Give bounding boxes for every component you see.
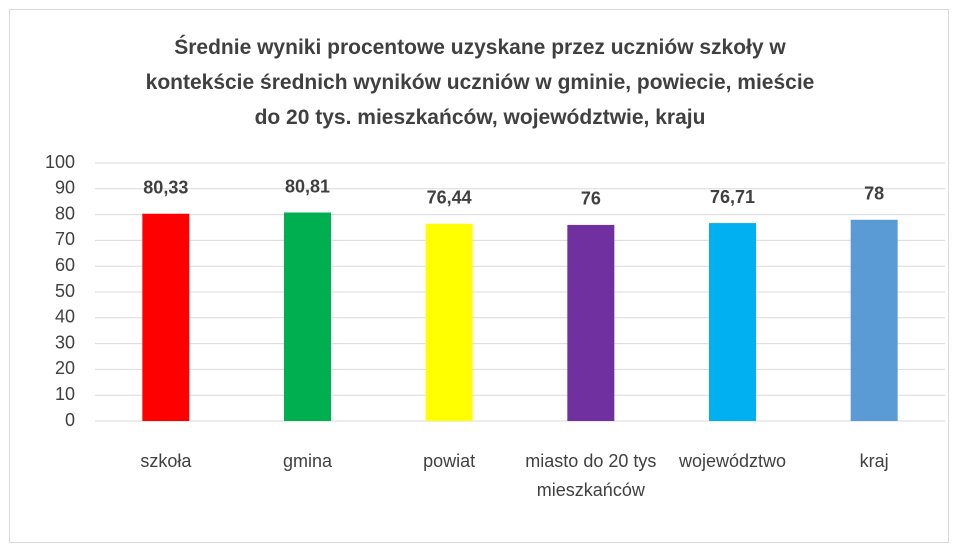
bar: [850, 219, 898, 421]
y-tick-label: 40: [55, 307, 75, 327]
bar: [709, 223, 756, 421]
x-tick-label: powiat: [423, 451, 476, 471]
data-label: 78: [864, 184, 884, 204]
bar: [142, 213, 190, 421]
y-tick-label: 70: [55, 229, 75, 249]
y-tick-label: 100: [45, 152, 75, 172]
x-tick-label: szkoła: [140, 451, 192, 471]
x-tick-label: miasto do 20 tys mieszkańców: [525, 451, 657, 500]
y-tick-label: 20: [55, 358, 75, 378]
chart-title: Średnie wyniki procentowe uzyskane przez…: [145, 36, 815, 129]
y-tick-label: 30: [55, 332, 75, 352]
y-tick-label: 80: [55, 203, 75, 223]
y-tick-label: 90: [55, 178, 75, 198]
data-label: 80,81: [285, 176, 330, 196]
x-tick-label: województwo: [678, 451, 787, 471]
y-tick-label: 60: [55, 255, 75, 275]
data-label: 76,44: [427, 188, 472, 208]
data-label: 76: [581, 189, 601, 209]
y-tick-label: 0: [65, 410, 75, 430]
chart-frame: [9, 9, 949, 543]
y-tick-label: 10: [55, 384, 75, 404]
bar: [567, 224, 615, 421]
bar: [425, 223, 473, 421]
data-label: 76,71: [710, 187, 755, 207]
x-tick-label: gmina: [282, 451, 333, 471]
bar: [284, 212, 331, 421]
y-tick-label: 50: [55, 281, 75, 301]
x-tick-label: kraj: [859, 451, 889, 471]
data-label: 80,33: [143, 177, 188, 197]
